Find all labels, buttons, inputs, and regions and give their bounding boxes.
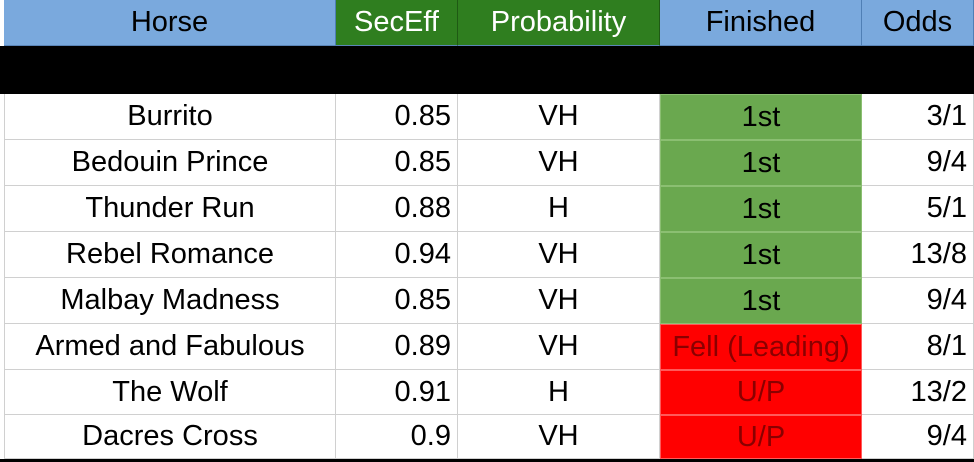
black-band (0, 46, 974, 94)
cell-finished[interactable]: 1st (660, 94, 862, 140)
header-probability[interactable]: Probability (458, 0, 660, 46)
cell-probability[interactable]: H (458, 370, 660, 415)
cell-finished[interactable]: 1st (660, 232, 862, 278)
table-row: The Wolf 0.91 H U/P 13/2 (0, 370, 974, 415)
cell-probability[interactable]: VH (458, 140, 660, 186)
table-row: Dacres Cross 0.9 VH U/P 9/4 (0, 415, 974, 459)
cell-probability[interactable]: VH (458, 232, 660, 278)
cell-probability[interactable]: VH (458, 324, 660, 370)
cell-finished[interactable]: 1st (660, 140, 862, 186)
cell-seceff[interactable]: 0.94 (336, 232, 458, 278)
table-row: Burrito 0.85 VH 1st 3/1 (0, 94, 974, 140)
cell-probability[interactable]: VH (458, 94, 660, 140)
cell-seceff[interactable]: 0.88 (336, 186, 458, 232)
cell-finished[interactable]: U/P (660, 370, 862, 415)
table-row: Bedouin Prince 0.85 VH 1st 9/4 (0, 140, 974, 186)
cell-seceff[interactable]: 0.9 (336, 415, 458, 459)
cell-horse[interactable]: Rebel Romance (4, 232, 336, 278)
table-row: Thunder Run 0.88 H 1st 5/1 (0, 186, 974, 232)
table-row: Rebel Romance 0.94 VH 1st 13/8 (0, 232, 974, 278)
cell-odds[interactable]: 9/4 (862, 415, 974, 459)
cell-horse[interactable]: The Wolf (4, 370, 336, 415)
cell-probability[interactable]: H (458, 186, 660, 232)
cell-odds[interactable]: 8/1 (862, 324, 974, 370)
cell-seceff[interactable]: 0.85 (336, 278, 458, 324)
cell-odds[interactable]: 3/1 (862, 94, 974, 140)
cell-horse[interactable]: Thunder Run (4, 186, 336, 232)
bottom-border (0, 459, 974, 462)
table-row: Malbay Madness 0.85 VH 1st 9/4 (0, 278, 974, 324)
cell-seceff[interactable]: 0.85 (336, 140, 458, 186)
header-row: Horse SecEff Probability Finished Odds (0, 0, 974, 46)
cell-horse[interactable]: Bedouin Prince (4, 140, 336, 186)
cell-horse[interactable]: Burrito (4, 94, 336, 140)
cell-odds[interactable]: 9/4 (862, 140, 974, 186)
cell-horse[interactable]: Dacres Cross (4, 415, 336, 459)
header-horse[interactable]: Horse (4, 0, 336, 46)
cell-odds[interactable]: 5/1 (862, 186, 974, 232)
cell-horse[interactable]: Armed and Fabulous (4, 324, 336, 370)
header-seceff[interactable]: SecEff (336, 0, 458, 46)
cell-odds[interactable]: 13/8 (862, 232, 974, 278)
cell-seceff[interactable]: 0.85 (336, 94, 458, 140)
cell-odds[interactable]: 9/4 (862, 278, 974, 324)
cell-seceff[interactable]: 0.91 (336, 370, 458, 415)
cell-seceff[interactable]: 0.89 (336, 324, 458, 370)
cell-finished[interactable]: 1st (660, 186, 862, 232)
cell-finished[interactable]: Fell (Leading) (660, 324, 862, 370)
cell-probability[interactable]: VH (458, 415, 660, 459)
cell-horse[interactable]: Malbay Madness (4, 278, 336, 324)
cell-finished[interactable]: 1st (660, 278, 862, 324)
header-finished[interactable]: Finished (660, 0, 862, 46)
table-row: Armed and Fabulous 0.89 VH Fell (Leading… (0, 324, 974, 370)
header-odds[interactable]: Odds (862, 0, 974, 46)
cell-finished[interactable]: U/P (660, 415, 862, 459)
cell-odds[interactable]: 13/2 (862, 370, 974, 415)
cell-probability[interactable]: VH (458, 278, 660, 324)
